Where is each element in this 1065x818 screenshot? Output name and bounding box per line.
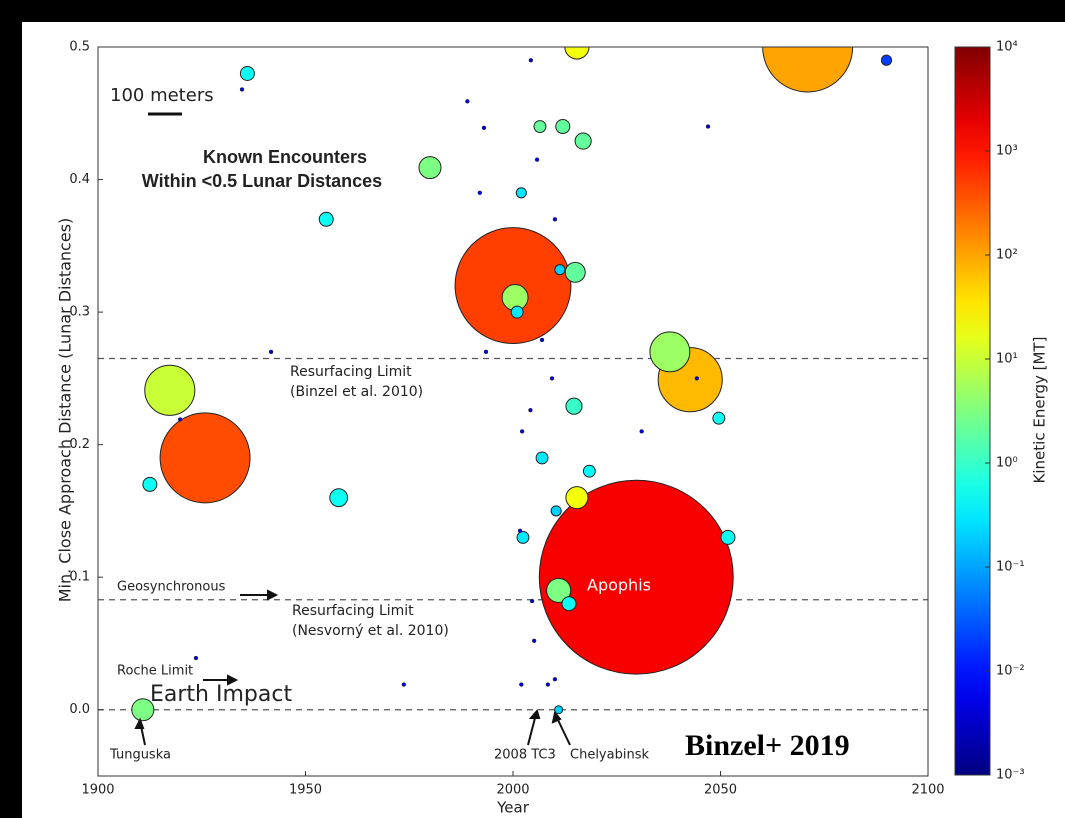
bubble — [550, 505, 562, 517]
colorbar-label: Kinetic Energy [MT] — [1031, 337, 1049, 484]
bubble — [418, 156, 442, 180]
annotation: Tunguska — [109, 748, 171, 763]
bubble — [239, 87, 245, 92]
bubble — [565, 486, 589, 510]
annotation: (Nesvorný et al. 2010) — [292, 623, 449, 639]
colorbar-tick-label: 10³ — [996, 144, 1018, 159]
bubble — [510, 305, 524, 319]
annotation: 2008 TC3 — [494, 748, 556, 763]
x-tick-label: 1950 — [289, 783, 322, 798]
annotation: Apophis — [587, 576, 651, 595]
bubble — [720, 529, 736, 545]
bubble — [546, 577, 572, 604]
bubble — [519, 682, 524, 687]
y-tick-label: 0.4 — [69, 172, 90, 187]
bubble — [762, 47, 854, 93]
bubble — [705, 124, 711, 129]
bubble — [528, 407, 533, 413]
bubble — [694, 376, 700, 381]
bubble — [329, 488, 349, 508]
bubble — [159, 412, 251, 504]
colorbar-tick-label: 10⁴ — [996, 40, 1018, 55]
bubble — [318, 211, 334, 227]
bubble — [144, 364, 196, 416]
bubble — [401, 682, 407, 687]
bubble — [193, 655, 199, 661]
x-tick-label: 2000 — [496, 783, 529, 798]
colorbar-tick-label: 10² — [996, 248, 1018, 263]
annotation: (Binzel et al. 2010) — [290, 384, 423, 400]
bubble — [564, 47, 590, 60]
bubble — [519, 429, 525, 434]
bubble — [545, 682, 551, 687]
y-axis-label: Min. Close Approach Distance (Lunar Dist… — [56, 218, 75, 603]
bubble — [712, 411, 726, 425]
colorbar-tick-label: 10¹ — [996, 352, 1018, 367]
y-tick-label: 0.3 — [69, 305, 90, 320]
bubble — [549, 376, 555, 381]
bubble — [533, 120, 547, 133]
bubble — [142, 476, 158, 492]
bubble — [531, 638, 537, 643]
colorbar-tick-label: 10⁻³ — [996, 768, 1025, 783]
bubble — [555, 119, 571, 135]
bubble — [565, 397, 583, 415]
bubble — [477, 190, 482, 195]
bubble — [465, 99, 470, 104]
bubble — [535, 451, 549, 465]
bubble — [552, 677, 558, 682]
annotation: Roche Limit — [117, 664, 193, 679]
bubble — [639, 429, 644, 434]
x-axis-label: Year — [496, 799, 530, 817]
bubble — [538, 479, 734, 675]
colorbar — [954, 46, 991, 776]
colorbar-tick-label: 10⁻² — [996, 664, 1025, 679]
points — [131, 47, 893, 722]
bubble — [564, 261, 586, 283]
bubble — [517, 528, 523, 533]
bubble — [515, 187, 527, 199]
bubble — [534, 157, 540, 162]
x-tick-label: 1900 — [81, 783, 114, 798]
bubble — [131, 698, 155, 722]
arrows — [134, 589, 571, 746]
y-tick-label: 0.2 — [69, 437, 90, 452]
annotation: Resurfacing Limit — [290, 364, 412, 380]
bubble — [574, 132, 592, 150]
annotation: Known Encounters — [203, 147, 367, 167]
annotation: Chelyabinsk — [570, 748, 649, 763]
x-tick-label: 2050 — [704, 783, 737, 798]
bubble — [561, 596, 577, 612]
bubble — [554, 705, 564, 715]
x-tick-label: 2100 — [911, 783, 944, 798]
bubble — [239, 66, 255, 82]
annotation: 100 meters — [110, 85, 214, 106]
bubble — [481, 125, 487, 131]
bubble — [177, 417, 183, 422]
annotation: Within <0.5 Lunar Distances — [142, 171, 382, 191]
annotation: Binzel+ 2019 — [685, 729, 850, 762]
bubble — [516, 530, 530, 544]
colorbar-tick-label: 10⁰ — [996, 456, 1018, 471]
bubble — [554, 264, 566, 276]
annotation: Earth Impact — [150, 682, 292, 707]
bubble — [483, 349, 489, 355]
y-tick-label: 0.0 — [69, 702, 90, 717]
plot-area — [98, 47, 928, 722]
bubble — [268, 349, 274, 355]
annotation: Resurfacing Limit — [292, 603, 414, 619]
annotation: Geosynchronous — [117, 580, 226, 595]
bubble — [582, 464, 596, 478]
bubble — [880, 54, 893, 66]
bubble — [529, 598, 535, 604]
bubble — [552, 217, 558, 222]
y-tick-label: 0.1 — [69, 570, 90, 585]
y-tick-label: 0.5 — [69, 40, 90, 55]
bubble — [649, 331, 691, 373]
bubble — [528, 58, 534, 63]
colorbar-tick-label: 10⁻¹ — [996, 560, 1025, 575]
bubble — [539, 337, 545, 343]
